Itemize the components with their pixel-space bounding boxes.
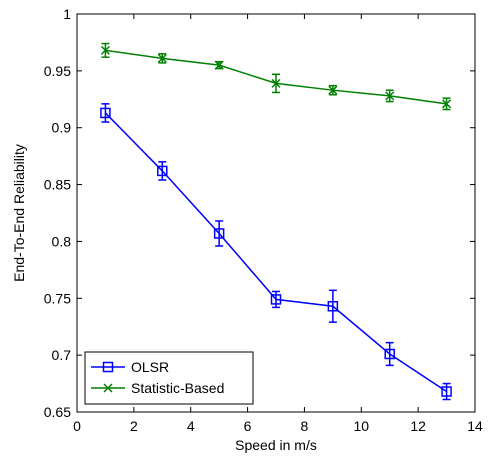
y-tick-label: 1 — [63, 6, 71, 22]
data-point — [441, 386, 452, 397]
legend-item-olsr: OLSR — [91, 359, 169, 375]
error-bar — [272, 290, 280, 309]
x-marker-stroke — [157, 53, 167, 63]
x-tick-label: 6 — [244, 418, 252, 434]
data-point — [214, 60, 224, 70]
x-tick-label: 14 — [467, 418, 483, 434]
data-point — [100, 45, 110, 55]
data-point — [213, 228, 225, 239]
error-bar — [158, 161, 167, 181]
x-tick-label: 0 — [73, 418, 81, 434]
data-point — [328, 85, 338, 95]
y-tick-label: 0.85 — [44, 177, 71, 193]
data-point — [100, 107, 111, 119]
legend-label: Statistic-Based — [131, 380, 224, 396]
x-tick-label: 12 — [410, 418, 426, 434]
x-marker-stroke — [442, 99, 452, 109]
x-axis-label: Speed in m/s — [235, 437, 317, 453]
legend-marker — [102, 361, 114, 373]
x-marker-stroke — [271, 78, 281, 88]
x-marker-stroke — [103, 383, 113, 393]
series-layer — [100, 42, 452, 401]
x-marker-stroke — [100, 45, 110, 55]
x-marker-stroke — [328, 85, 338, 95]
data-point — [157, 165, 168, 177]
data-point — [384, 348, 395, 360]
data-point — [270, 294, 282, 305]
data-point — [157, 53, 167, 63]
y-tick-label: 0.7 — [52, 347, 72, 363]
data-point — [271, 78, 281, 88]
x-tick-label: 8 — [301, 418, 309, 434]
legend-item-statistic-based: Statistic-Based — [91, 380, 224, 396]
y-tick-label: 0.95 — [44, 63, 71, 79]
data-point — [385, 91, 395, 101]
error-bar — [385, 341, 394, 367]
data-point — [442, 99, 452, 109]
y-tick-label: 0.75 — [44, 290, 71, 306]
error-bar — [442, 382, 451, 401]
legend-box — [84, 351, 254, 405]
x-marker-stroke — [214, 60, 224, 70]
y-tick-label: 0.8 — [52, 233, 72, 249]
legend-marker — [103, 383, 113, 393]
x-marker-stroke — [385, 91, 395, 101]
data-point — [327, 300, 339, 312]
axis-ticks: 0 2 4 6 8 10 12 14 0.65 0.7 0.75 0.8 0.85 0.9 0.95 1 — [44, 6, 483, 434]
x-tick-label: 10 — [353, 418, 369, 434]
error-bar — [101, 103, 110, 123]
y-tick-label: 0.9 — [52, 120, 72, 136]
error-bar — [215, 220, 224, 247]
legend-label: OLSR — [131, 359, 169, 375]
error-bar — [328, 289, 337, 323]
y-axis-label: End-To-End Reliability — [11, 144, 27, 282]
legend: OLSR Statistic-Based — [84, 351, 254, 405]
x-tick-label: 2 — [130, 418, 138, 434]
y-tick-label: 0.65 — [44, 404, 71, 420]
x-tick-label: 4 — [187, 418, 195, 434]
series-olsr — [100, 103, 452, 401]
series-statistic-based — [100, 42, 452, 111]
